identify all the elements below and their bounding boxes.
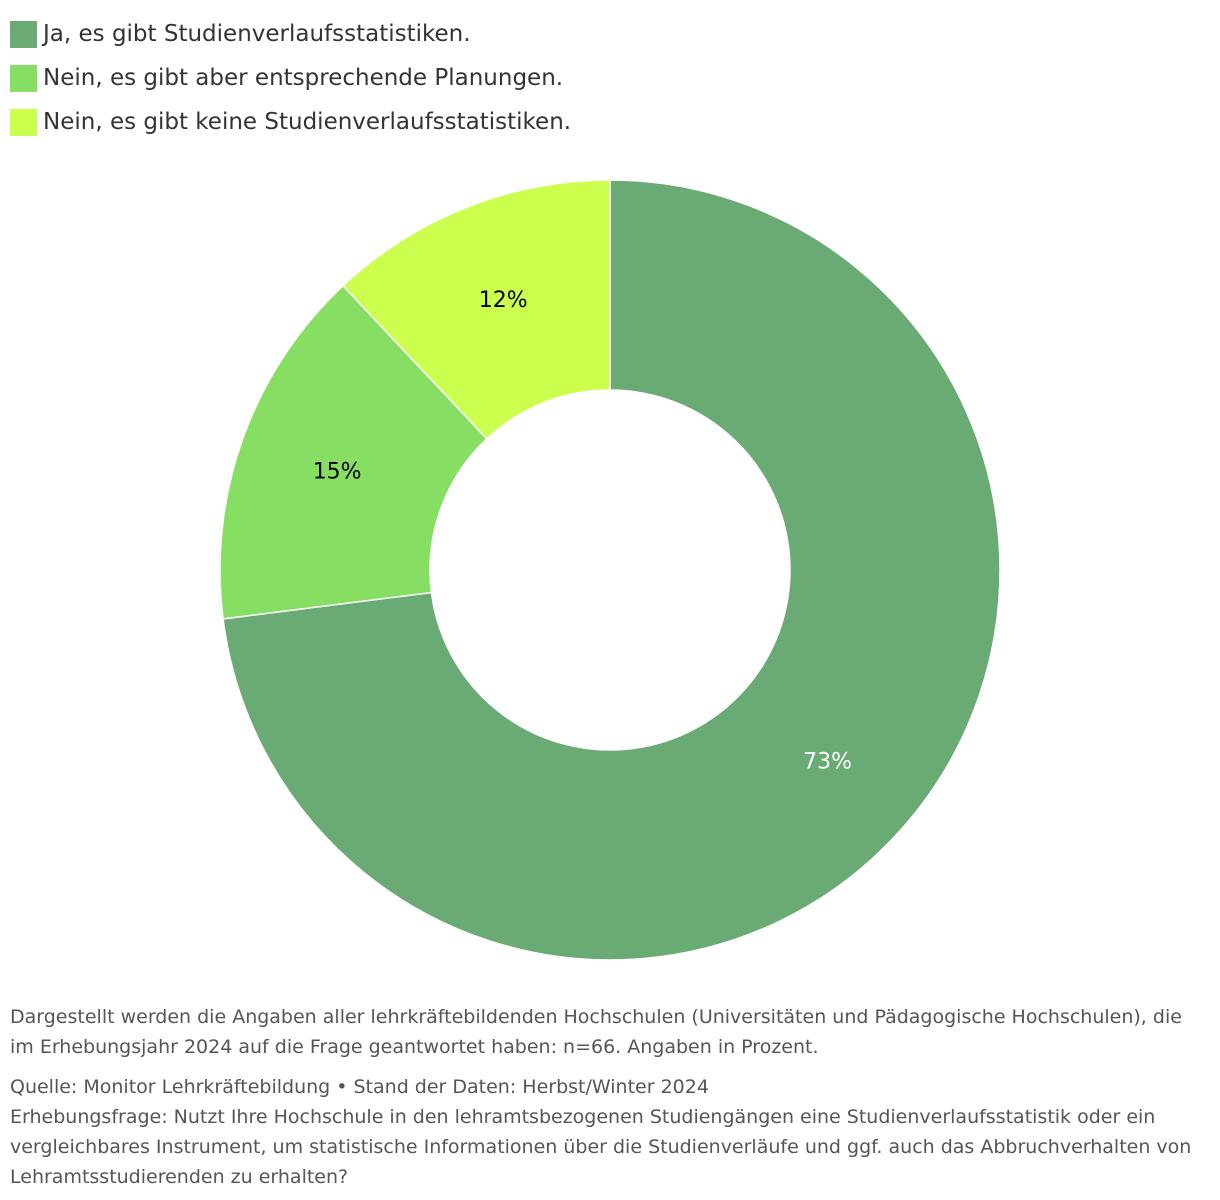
legend-item-keine[interactable]: Nein, es gibt keine Studienverlaufsstati… xyxy=(10,100,571,144)
legend-swatch-planungen xyxy=(10,64,37,92)
legend-label-planungen: Nein, es gibt aber entsprechende Planung… xyxy=(43,65,564,91)
data-label-planungen: 15% xyxy=(313,459,362,484)
data-label-keine: 12% xyxy=(479,288,528,313)
legend-label-ja: Ja, es gibt Studienverlaufsstatistiken. xyxy=(43,21,471,47)
chart-footer: Dargestellt werden die Angaben aller leh… xyxy=(10,1002,1210,1192)
footer-source: Quelle: Monitor Lehrkräftebildung • Stan… xyxy=(10,1076,709,1098)
data-label-ja: 73% xyxy=(803,749,852,774)
legend-swatch-keine xyxy=(10,108,37,136)
slice-planungen[interactable] xyxy=(219,284,488,620)
legend-label-keine: Nein, es gibt keine Studienverlaufsstati… xyxy=(43,109,572,135)
slice-ja[interactable] xyxy=(222,179,1001,961)
legend-item-planungen[interactable]: Nein, es gibt aber entsprechende Planung… xyxy=(10,56,571,100)
footer-note: Dargestellt werden die Angaben aller leh… xyxy=(10,1006,1182,1058)
legend-item-ja[interactable]: Ja, es gibt Studienverlaufsstatistiken. xyxy=(10,12,571,56)
chart-legend: Ja, es gibt Studienverlaufsstatistiken. … xyxy=(10,12,571,144)
slice-keine[interactable] xyxy=(341,179,611,440)
footer-question: Erhebungsfrage: Nutzt Ihre Hochschule in… xyxy=(10,1106,1192,1188)
legend-swatch-ja xyxy=(10,20,37,48)
donut-chart: 73% 15% 12% xyxy=(219,179,1001,961)
